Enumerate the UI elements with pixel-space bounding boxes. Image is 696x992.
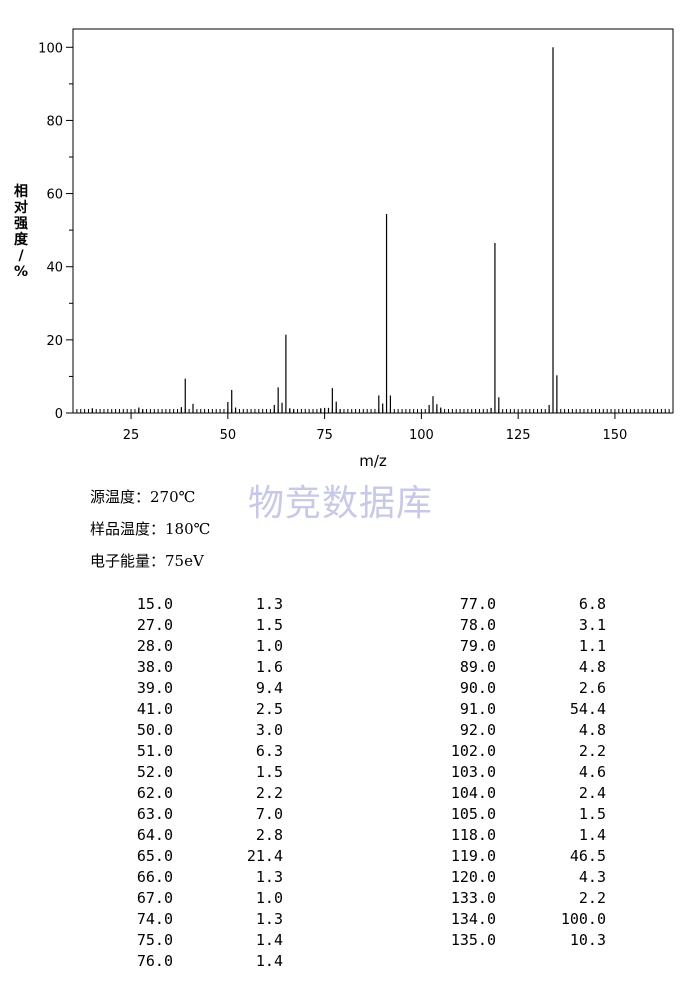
mz-value: 64.0 — [136, 826, 173, 844]
y-tick-label: 100 — [38, 41, 63, 56]
intensity-value: 2.4 — [578, 784, 606, 802]
y-tick-label: 0 — [55, 407, 63, 422]
electron-energy: 电子能量：75eV — [90, 552, 204, 570]
mz-value: 79.0 — [459, 637, 496, 655]
intensity-value: 54.4 — [569, 700, 606, 718]
mz-value: 50.0 — [136, 721, 173, 739]
mz-value: 134.0 — [450, 910, 496, 928]
intensity-value: 1.0 — [255, 889, 283, 907]
intensity-value: 4.8 — [578, 721, 606, 739]
mz-value: 38.0 — [136, 658, 173, 676]
intensity-value: 4.8 — [578, 658, 606, 676]
intensity-value: 9.4 — [255, 679, 283, 697]
mz-value: 103.0 — [450, 763, 496, 781]
mz-value: 118.0 — [450, 826, 496, 844]
x-tick-label: 100 — [409, 428, 434, 443]
mz-value: 28.0 — [136, 637, 173, 655]
y-axis-label-char: 对 — [14, 199, 28, 216]
mz-value: 89.0 — [459, 658, 496, 676]
watermark: 物竞数据库 — [248, 483, 434, 524]
y-axis-label-char: 度 — [14, 231, 29, 248]
mz-value: 120.0 — [450, 868, 496, 886]
intensity-value: 7.0 — [255, 805, 283, 823]
mz-value: 74.0 — [136, 910, 173, 928]
y-tick-label: 60 — [46, 188, 63, 203]
intensity-value: 3.0 — [255, 721, 283, 739]
intensity-value: 1.3 — [255, 595, 283, 613]
y-tick-label: 80 — [46, 114, 63, 129]
intensity-value: 1.3 — [255, 910, 283, 928]
intensity-value: 6.3 — [255, 742, 283, 760]
mz-value: 102.0 — [450, 742, 496, 760]
x-tick-label: 25 — [123, 428, 140, 443]
intensity-value: 3.1 — [578, 616, 606, 634]
intensity-value: 4.6 — [578, 763, 606, 781]
mz-value: 92.0 — [459, 721, 496, 739]
mz-value: 78.0 — [459, 616, 496, 634]
intensity-value: 2.2 — [578, 889, 606, 907]
intensity-value: 1.3 — [255, 868, 283, 886]
mz-value: 52.0 — [136, 763, 173, 781]
intensity-value: 1.4 — [255, 952, 283, 970]
mz-value: 90.0 — [459, 679, 496, 697]
y-tick-label: 40 — [46, 261, 63, 276]
x-tick-label: 50 — [220, 428, 237, 443]
mz-value: 65.0 — [136, 847, 173, 865]
y-axis-label-char: 强 — [14, 216, 28, 232]
mz-value: 77.0 — [459, 595, 496, 613]
y-axis-label-char: 相 — [14, 183, 28, 200]
mz-value: 91.0 — [459, 700, 496, 718]
intensity-value: 1.4 — [578, 826, 606, 844]
mz-value: 27.0 — [136, 616, 173, 634]
intensity-value: 4.3 — [578, 868, 606, 886]
mz-value: 51.0 — [136, 742, 173, 760]
x-tick-label: 75 — [316, 428, 333, 443]
intensity-value: 1.6 — [255, 658, 283, 676]
sample-temperature: 样品温度：180℃ — [90, 520, 211, 538]
mz-value: 133.0 — [450, 889, 496, 907]
intensity-value: 100.0 — [560, 910, 606, 928]
intensity-value: 1.1 — [578, 637, 606, 655]
intensity-value: 2.8 — [255, 826, 283, 844]
mz-value: 67.0 — [136, 889, 173, 907]
intensity-value: 21.4 — [246, 847, 283, 865]
intensity-value: 1.5 — [255, 763, 283, 781]
plot-frame — [72, 28, 674, 414]
x-tick-label: 125 — [506, 428, 531, 443]
y-axis-label-char: % — [14, 264, 28, 280]
intensity-value: 2.5 — [255, 700, 283, 718]
intensity-value: 2.6 — [578, 679, 606, 697]
mz-value: 104.0 — [450, 784, 496, 802]
mz-value: 66.0 — [136, 868, 173, 886]
y-axis-label-char: / — [18, 248, 24, 264]
y-tick-label: 20 — [46, 334, 63, 349]
intensity-value: 2.2 — [578, 742, 606, 760]
mz-value: 76.0 — [136, 952, 173, 970]
intensity-value: 1.5 — [255, 616, 283, 634]
mz-value: 135.0 — [450, 931, 496, 949]
mz-value: 15.0 — [136, 595, 173, 613]
intensity-value: 1.0 — [255, 637, 283, 655]
mz-value: 39.0 — [136, 679, 173, 697]
mz-value: 75.0 — [136, 931, 173, 949]
intensity-value: 1.5 — [578, 805, 606, 823]
x-axis-label: m/z — [359, 452, 387, 470]
x-tick-label: 150 — [603, 428, 628, 443]
intensity-value: 6.8 — [578, 595, 606, 613]
intensity-value: 1.4 — [255, 931, 283, 949]
mz-value: 119.0 — [450, 847, 496, 865]
source-temperature: 源温度：270℃ — [90, 488, 196, 506]
mz-value: 41.0 — [136, 700, 173, 718]
intensity-value: 46.5 — [569, 847, 606, 865]
mz-value: 62.0 — [136, 784, 173, 802]
mz-value: 105.0 — [450, 805, 496, 823]
intensity-value: 2.2 — [255, 784, 283, 802]
intensity-value: 10.3 — [569, 931, 606, 949]
mz-value: 63.0 — [136, 805, 173, 823]
